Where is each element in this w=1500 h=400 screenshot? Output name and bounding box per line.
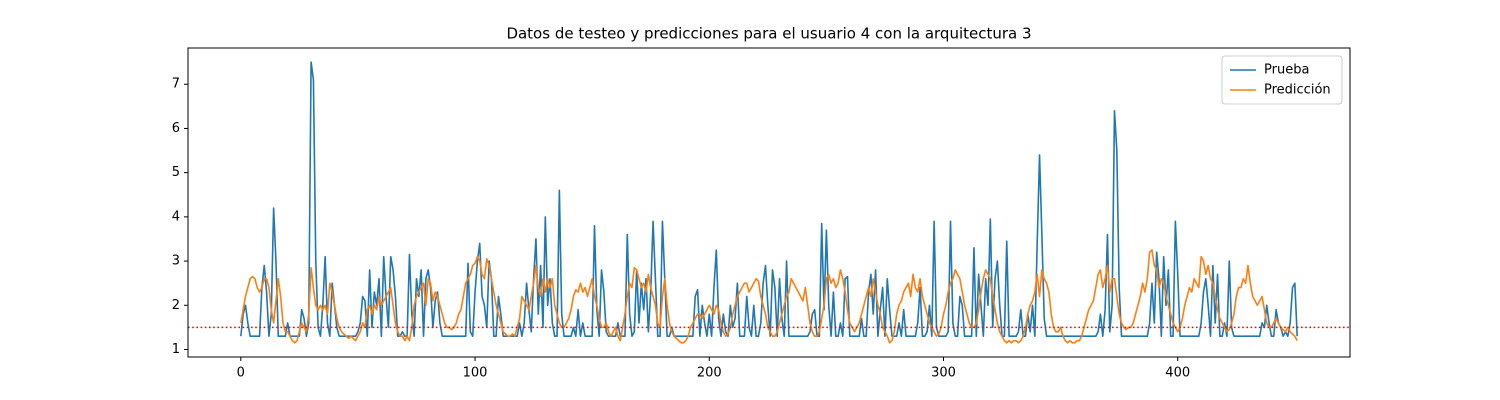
y-tick-label: 7 xyxy=(172,77,180,92)
y-tick-label: 6 xyxy=(172,121,180,136)
series-line xyxy=(240,249,1298,344)
axes-frame xyxy=(187,47,1351,358)
y-tick-label: 4 xyxy=(172,209,180,224)
y-tick-label: 5 xyxy=(172,165,180,180)
x-tick-label: 300 xyxy=(931,366,956,381)
y-tick-label: 1 xyxy=(172,342,180,357)
legend-label: Prueba xyxy=(1264,63,1309,78)
x-tick-label: 200 xyxy=(697,366,722,381)
x-tick-label: 100 xyxy=(463,366,488,381)
legend-label: Predicción xyxy=(1264,83,1331,98)
legend-box xyxy=(1221,55,1343,105)
y-tick-label: 2 xyxy=(172,298,180,313)
x-tick-label: 400 xyxy=(1165,366,1190,381)
x-tick-label: 0 xyxy=(237,366,245,381)
y-tick-label: 3 xyxy=(172,254,180,269)
chart-title: Datos de testeo y predicciones para el u… xyxy=(506,25,1031,43)
